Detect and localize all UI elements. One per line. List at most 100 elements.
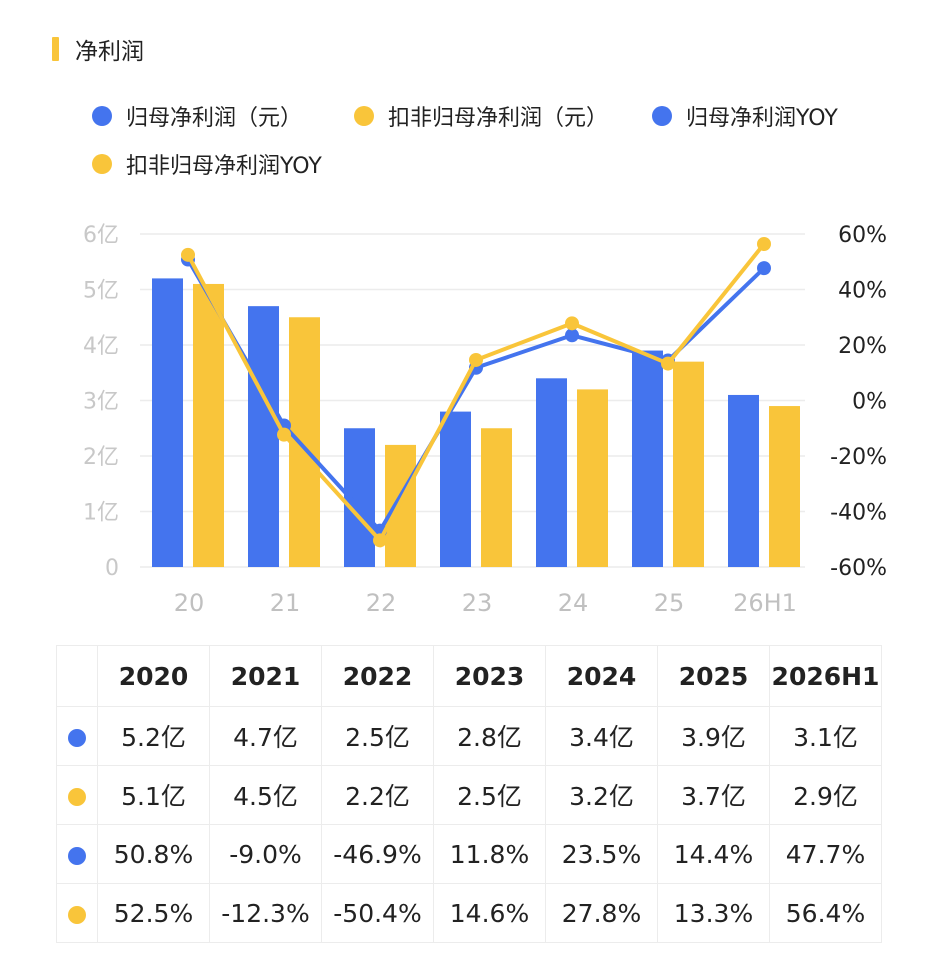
bar — [632, 350, 663, 567]
legend-item[interactable]: 归母净利润YOY — [652, 100, 838, 132]
y-left-tick-label: 4亿 — [83, 334, 119, 359]
legend-dot-icon — [92, 154, 112, 174]
table-header-cell: 2024 — [545, 645, 658, 707]
x-tick-label: 20 — [174, 589, 205, 617]
x-tick-label: 21 — [270, 589, 301, 617]
table-cell: 2.8亿 — [433, 706, 546, 766]
legend-item[interactable]: 扣非归母净利润（元） — [354, 100, 608, 132]
bar — [769, 406, 800, 567]
table-cell: -50.4% — [321, 883, 434, 943]
y-left-tick-label: 5亿 — [83, 279, 119, 304]
table-cell: 56.4% — [769, 883, 882, 943]
series-dot-icon — [68, 846, 86, 865]
table-cell: 2.2亿 — [321, 765, 434, 825]
line-point — [565, 328, 579, 343]
bar — [577, 389, 608, 567]
table-corner-cell — [56, 645, 98, 707]
table-cell: 13.3% — [657, 883, 770, 943]
table-cell: 23.5% — [545, 824, 658, 884]
table-cell: 47.7% — [769, 824, 882, 884]
table-cell: 50.8% — [97, 824, 210, 884]
bar — [440, 411, 471, 567]
line-point — [277, 427, 291, 442]
series-dot-icon — [68, 787, 86, 806]
table-cell: 5.1亿 — [97, 765, 210, 825]
section-header: 净利润 — [52, 36, 144, 65]
x-tick-label: 24 — [558, 589, 589, 617]
table-cell: 3.7亿 — [657, 765, 770, 825]
y-left-tick-label: 0 — [105, 556, 119, 581]
legend-item[interactable]: 扣非归母净利润YOY — [92, 148, 322, 180]
chart: 0 1亿 2亿 3亿 4亿 5亿 6亿 -60% -40% -20% 0% 20% 40% 60% 20 21… — [83, 223, 887, 617]
table-cell: 4.7亿 — [209, 706, 322, 766]
table-cell: 4.5亿 — [209, 765, 322, 825]
x-tick-label: 22 — [366, 589, 397, 617]
table-cell: 2.5亿 — [433, 765, 546, 825]
table-marker-cell — [56, 824, 98, 884]
bar — [193, 283, 224, 567]
table-row: 5.1亿 4.5亿 2.2亿 2.5亿 3.2亿 3.7亿 2.9亿 — [56, 765, 882, 825]
table-cell: 5.2亿 — [97, 706, 210, 766]
bar — [536, 378, 567, 567]
table-cell: 3.9亿 — [657, 706, 770, 766]
line-point — [373, 533, 387, 548]
bar — [481, 428, 512, 567]
table-cell: -46.9% — [321, 824, 434, 884]
y-left-tick-label: 3亿 — [83, 390, 119, 415]
table-header-cell: 2023 — [433, 645, 546, 707]
table-header-cell: 2022 — [321, 645, 434, 707]
table-cell: 3.1亿 — [769, 706, 882, 766]
table-cell: 27.8% — [545, 883, 658, 943]
y-right-tick-label: -60% — [830, 556, 887, 581]
table-marker-cell — [56, 765, 98, 825]
line-point — [757, 236, 771, 251]
legend-dot-icon — [652, 106, 672, 126]
line-point — [181, 247, 195, 262]
y-right-tick-label: 60% — [838, 223, 887, 248]
series-dot-icon — [68, 905, 86, 924]
table-cell: 52.5% — [97, 883, 210, 943]
title-accent-bar — [52, 37, 59, 61]
legend-label: 扣非归母净利润YOY — [126, 154, 322, 179]
table-cell: 3.4亿 — [545, 706, 658, 766]
legend-label: 归母净利润YOY — [686, 106, 838, 131]
series-dot-icon — [68, 728, 86, 747]
y-right-tick-label: -20% — [830, 445, 887, 470]
bar — [728, 394, 759, 567]
bar — [248, 306, 279, 567]
bar — [289, 317, 320, 567]
table-marker-cell — [56, 883, 98, 943]
y-left-tick-label: 6亿 — [83, 223, 119, 248]
bar — [152, 278, 183, 567]
chart-title: 净利润 — [75, 39, 144, 65]
table-cell: 2.5亿 — [321, 706, 434, 766]
line-point — [565, 316, 579, 331]
x-tick-label: 26H1 — [733, 589, 797, 617]
line-point — [469, 352, 483, 367]
y-left-tick-label: 1亿 — [83, 501, 119, 526]
x-tick-label: 23 — [462, 589, 493, 617]
table-cell: 2.9亿 — [769, 765, 882, 825]
table-header-cell: 2020 — [97, 645, 210, 707]
bar — [673, 361, 704, 567]
table-cell: 3.2亿 — [545, 765, 658, 825]
y-right-tick-label: 20% — [838, 334, 887, 359]
table-cell: -9.0% — [209, 824, 322, 884]
table-marker-cell — [56, 706, 98, 766]
table-cell: 11.8% — [433, 824, 546, 884]
legend-dot-icon — [354, 106, 374, 126]
table-header-cell: 2026H1 — [769, 645, 882, 707]
y-left-tick-label: 2亿 — [83, 445, 119, 470]
y-right-tick-label: 0% — [852, 390, 887, 415]
table-row: 50.8% -9.0% -46.9% 11.8% 23.5% 14.4% 47.7% — [56, 824, 882, 884]
table-cell: -12.3% — [209, 883, 322, 943]
table-row: 52.5% -12.3% -50.4% 14.6% 27.8% 13.3% 56.4% — [56, 883, 882, 943]
table-row: 5.2亿 4.7亿 2.5亿 2.8亿 3.4亿 3.9亿 3.1亿 — [56, 706, 882, 766]
legend-dot-icon — [92, 106, 112, 126]
table-header-cell: 2025 — [657, 645, 770, 707]
table-header-cell: 2021 — [209, 645, 322, 707]
table-cell: 14.6% — [433, 883, 546, 943]
x-tick-label: 25 — [654, 589, 685, 617]
legend-item[interactable]: 归母净利润（元） — [92, 100, 302, 132]
line-point — [757, 261, 771, 276]
